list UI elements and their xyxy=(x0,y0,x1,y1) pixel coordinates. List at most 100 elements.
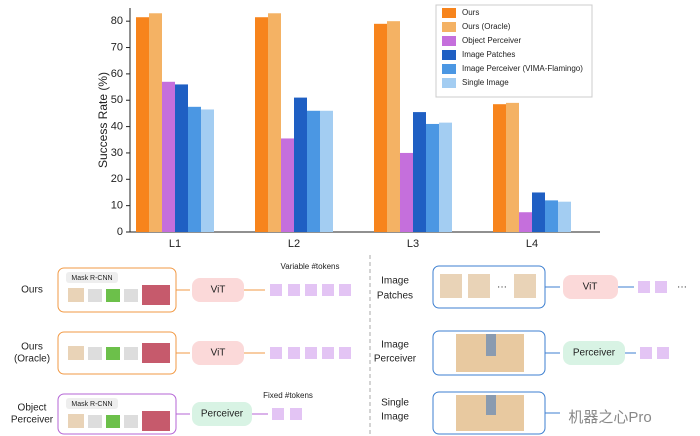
token xyxy=(655,281,667,293)
legend-swatch xyxy=(442,64,456,74)
vit-box xyxy=(192,278,244,302)
patch xyxy=(468,274,490,298)
row-label: Patches xyxy=(377,291,413,302)
token xyxy=(657,347,669,359)
token xyxy=(288,347,300,359)
bar xyxy=(545,200,558,232)
y-tick-label: 30 xyxy=(111,147,123,159)
object-crop xyxy=(88,347,102,360)
object-crop xyxy=(124,415,138,428)
vit-box xyxy=(192,341,244,365)
token xyxy=(270,347,282,359)
y-tick-label: 0 xyxy=(117,226,123,238)
y-tick-label: 40 xyxy=(111,120,123,132)
token xyxy=(638,281,650,293)
perceiver-box xyxy=(192,402,252,426)
robot-arm xyxy=(486,395,496,415)
bar xyxy=(320,110,333,232)
bar xyxy=(413,112,426,232)
object-crop xyxy=(68,414,84,428)
token xyxy=(322,284,334,296)
y-tick-label: 20 xyxy=(111,173,123,185)
bar xyxy=(307,110,320,232)
legend-label: Object Perceiver xyxy=(462,36,521,45)
watermark: 机器之心Pro xyxy=(568,409,651,426)
bar xyxy=(188,106,201,232)
variable-tokens-label: Variable #tokens xyxy=(281,262,340,271)
tag xyxy=(66,398,118,409)
object-crop xyxy=(68,288,84,302)
diagram: Ours Ours (Oracle) Object Perceiver Mask… xyxy=(11,255,687,436)
vit-label: ViT xyxy=(583,282,598,293)
object-crop xyxy=(88,289,102,302)
bar xyxy=(532,192,545,232)
tag xyxy=(66,272,118,283)
bar xyxy=(374,23,387,232)
x-tick-label: L2 xyxy=(288,238,300,250)
object-crop xyxy=(124,347,138,360)
row-label: (Oracle) xyxy=(14,354,50,365)
bar xyxy=(201,109,214,232)
legend-label: Image Perceiver (VIMA-Flamingo) xyxy=(462,64,583,73)
row-label: Image xyxy=(381,340,409,351)
token xyxy=(305,347,317,359)
legend-swatch xyxy=(442,50,456,60)
row-label: Perceiver xyxy=(374,354,417,365)
vit-label: ViT xyxy=(211,285,226,296)
y-axis-label: Success Rate (%) xyxy=(96,72,110,168)
y-tick-label: 50 xyxy=(111,94,123,106)
token xyxy=(290,408,302,420)
vit-box xyxy=(563,275,618,299)
bar xyxy=(558,201,571,232)
x-tick-label: L4 xyxy=(526,238,538,250)
bar xyxy=(255,17,268,233)
legend-swatch xyxy=(442,36,456,46)
token xyxy=(339,284,351,296)
y-tick-label: 70 xyxy=(111,41,123,53)
object-crop xyxy=(106,415,120,428)
legend xyxy=(435,4,593,98)
patch xyxy=(440,274,462,298)
bar xyxy=(149,13,162,233)
y-tick-label: 80 xyxy=(111,15,123,27)
bar xyxy=(387,21,400,233)
row-label: Ours xyxy=(21,285,43,296)
mask-rcnn-label: Mask R-CNN xyxy=(71,401,112,408)
object-crop xyxy=(106,347,120,360)
token xyxy=(288,284,300,296)
token xyxy=(305,284,317,296)
row-label: Image xyxy=(381,276,409,287)
legend-swatch xyxy=(442,78,456,88)
token xyxy=(322,347,334,359)
vit-label: ViT xyxy=(211,348,226,359)
perceiver-label: Perceiver xyxy=(201,409,244,420)
row-label: Image xyxy=(381,412,409,423)
bar xyxy=(268,13,281,233)
patch xyxy=(514,274,536,298)
object-crop xyxy=(68,346,84,360)
perceiver-label: Perceiver xyxy=(573,348,616,359)
token xyxy=(339,347,351,359)
legend-label: Ours (Oracle) xyxy=(462,22,511,31)
legend-swatch xyxy=(442,8,456,18)
bar xyxy=(162,81,175,232)
bar xyxy=(281,138,294,232)
bar xyxy=(439,122,452,232)
legend-label: Image Patches xyxy=(462,50,515,59)
row-label: Single xyxy=(381,398,409,409)
legend-swatch xyxy=(442,22,456,32)
mask-rcnn-label: Mask R-CNN xyxy=(71,275,112,282)
perceiver-box xyxy=(563,341,625,365)
object-crop xyxy=(106,289,120,302)
bar xyxy=(426,123,439,232)
token xyxy=(272,408,284,420)
bar xyxy=(519,212,532,232)
x-tick-label: L1 xyxy=(169,238,181,250)
row-label: Ours xyxy=(21,342,43,353)
ellipsis: ··· xyxy=(497,282,507,293)
legend-label: Ours xyxy=(462,8,479,17)
bar xyxy=(506,102,519,232)
object-crop xyxy=(124,289,138,302)
x-tick-label: L3 xyxy=(407,238,419,250)
